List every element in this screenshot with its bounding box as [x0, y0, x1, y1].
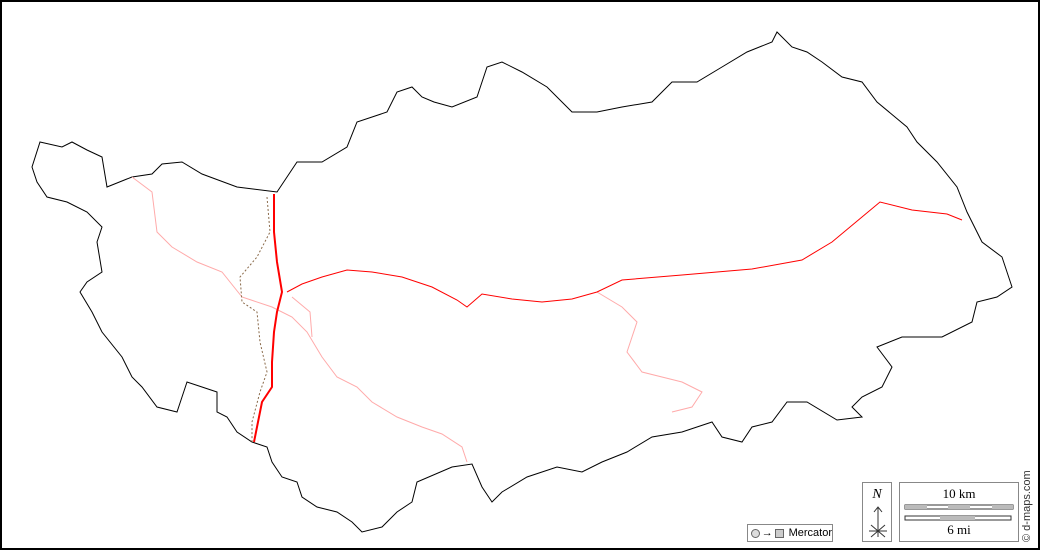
arrow-icon: →: [761, 527, 773, 539]
scale-km-label: 10 km: [942, 486, 976, 501]
credit-text: © d-maps.com: [1021, 470, 1033, 542]
river: [286, 201, 963, 308]
circle-icon: [751, 528, 760, 538]
north-arrow: N: [862, 482, 892, 542]
scale-bars: [904, 504, 1014, 521]
scale-mi-label: 6 mi: [947, 522, 971, 537]
north-label: N: [872, 487, 882, 502]
minor-river: [291, 296, 313, 338]
square-icon: [774, 528, 784, 538]
scale-bar: 10 km 6 mi: [899, 482, 1019, 542]
projection-label: Mercator: [788, 527, 832, 539]
main-river: [253, 194, 284, 443]
dashed-boundary: [239, 196, 271, 442]
region-outline: [31, 31, 1013, 533]
compass-icon: [869, 506, 887, 538]
minor-river: [131, 176, 468, 463]
minor-river: [596, 291, 703, 413]
projection-legend: → Mercator: [747, 524, 833, 542]
